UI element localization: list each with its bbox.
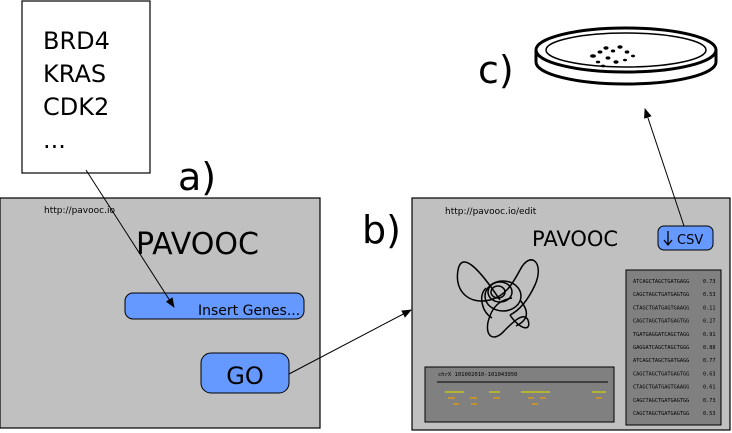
guide-score: 0.63 xyxy=(703,371,716,377)
guide-score: 0.88 xyxy=(703,345,716,351)
gene-item: CDK2 xyxy=(43,93,109,121)
go-button-label: GO xyxy=(226,362,264,390)
screen-b-edit-page: http://pavooc.io/edit PAVOOC CSV chrX xyxy=(411,197,731,431)
url-text: http://pavooc.io xyxy=(44,206,115,216)
guide-table-rows: ATCAGCTAGCTGATGAGG 0.73 CAGCTAGCTGATGAGTGG… xyxy=(633,279,716,417)
flow-arrows xyxy=(85,108,685,375)
guide-sequence: ATCAGCTAGCTGATGAGG xyxy=(633,358,689,364)
guide-sequence: CAGCTAGCTGATGAGTGG xyxy=(633,371,689,377)
screen-a-home-page: http://pavooc.io PAVOOC Insert Genes... … xyxy=(0,197,321,429)
csv-download-button[interactable]: CSV xyxy=(657,225,714,251)
step-label-a: a) xyxy=(178,155,216,199)
guide-sequence: CAGCTAGCTGATGAGTGG xyxy=(633,398,689,404)
guide-sequence: CAGCTAGCTGATGAGTGG xyxy=(633,319,689,325)
download-arrow-icon xyxy=(663,231,673,247)
guide-score: 0.53 xyxy=(703,292,716,298)
guide-score: 0.53 xyxy=(703,411,716,417)
protein-structure-icon xyxy=(456,259,540,338)
guide-sequence: CTAGCTGATGAGTGAAGG xyxy=(633,305,689,311)
app-title: PAVOOC xyxy=(136,227,259,262)
guide-score: 0.73 xyxy=(703,398,716,404)
guide-score: 0.61 xyxy=(703,385,716,391)
guide-score: 0.27 xyxy=(703,319,716,325)
guide-score: 0.91 xyxy=(703,332,716,338)
arrow-go-to-edit xyxy=(288,309,412,375)
gene-input-field[interactable]: Insert Genes... xyxy=(124,292,305,320)
gene-item: KRAS xyxy=(43,60,106,88)
guide-score: 0.77 xyxy=(703,358,716,364)
step-label-c: c) xyxy=(478,48,514,92)
genome-track-label: chrX 101002010-101043950 xyxy=(438,372,517,378)
guide-sequence: CAGCTAGCTGATGAGTGG xyxy=(633,292,689,298)
gene-input-placeholder: Insert Genes... xyxy=(198,303,300,319)
csv-button-label: CSV xyxy=(677,233,703,248)
arrow-csv-to-dish xyxy=(644,108,685,227)
gene-item: BRD4 xyxy=(43,27,110,55)
cell-colonies-icon xyxy=(590,45,635,68)
step-label-b: b) xyxy=(362,208,401,252)
genome-browser-panel: chrX 101002010-101043950 xyxy=(424,366,615,423)
arrow-genes-to-input xyxy=(85,169,175,308)
url-text: http://pavooc.io/edit xyxy=(445,207,537,217)
petri-dish-icon xyxy=(534,26,718,86)
guide-score: 0.73 xyxy=(703,279,716,285)
guide-sequence: CTAGCTGATGAGTGAAGG xyxy=(633,385,689,391)
guide-sequence: CAGCTAGCTGATGAGTGG xyxy=(633,411,689,417)
guide-score: 0.11 xyxy=(703,305,716,311)
gene-list-document: BRD4 KRAS CDK2 ... xyxy=(21,0,151,174)
guide-sequence: TGATGAGGATCAGCTAGG xyxy=(633,332,689,338)
guide-table-panel: ATCAGCTAGCTGATGAGG 0.73 CAGCTAGCTGATGAGTGG… xyxy=(625,269,722,426)
app-title: PAVOOC xyxy=(532,227,618,251)
gene-item: ... xyxy=(43,126,66,154)
guide-sequence: GAGGATCAGCTAGCTGGG xyxy=(633,345,689,351)
guide-sequence: ATCAGCTAGCTGATGAGG xyxy=(633,279,689,285)
guide-markers xyxy=(445,391,606,405)
go-button[interactable]: GO xyxy=(200,352,290,394)
